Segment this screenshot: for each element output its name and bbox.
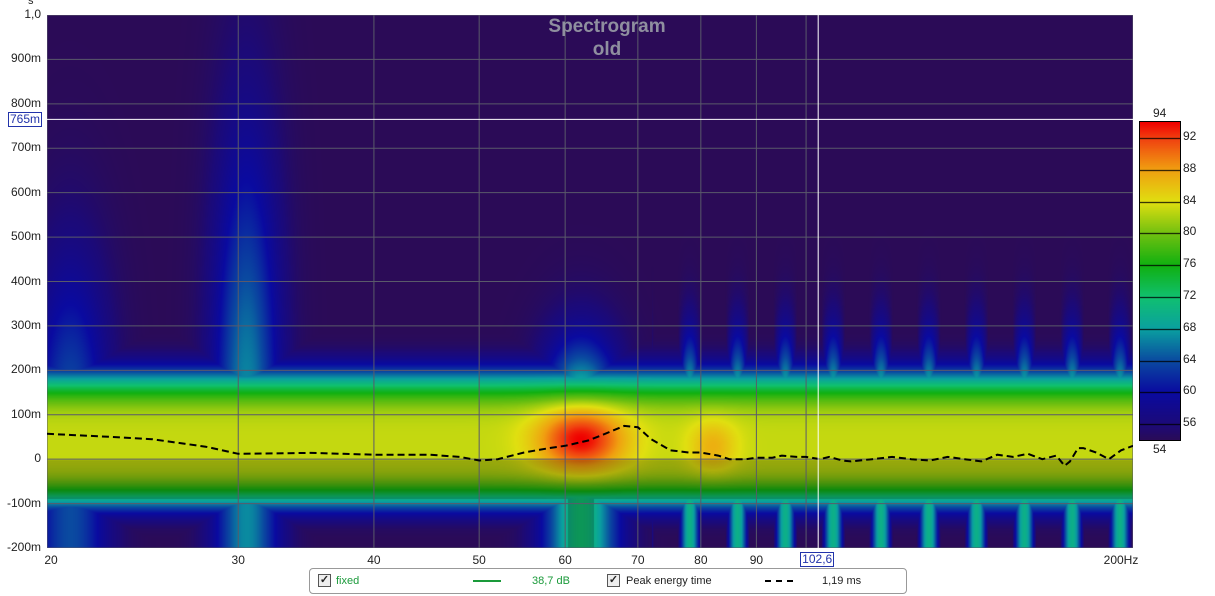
y-tick-label: -100m	[6, 495, 41, 510]
y-tick-label: 0	[34, 451, 41, 466]
x-tick-label: 40	[367, 553, 381, 567]
colorbar-tick-label: 92	[1183, 128, 1197, 143]
colorbar-tick-label: 64	[1183, 351, 1197, 366]
x-tick-label: 80	[694, 553, 708, 567]
legend-fixed-value: 38,7 dB	[532, 575, 570, 587]
colorbar-tick-label: 88	[1183, 160, 1197, 175]
plot-overlay	[47, 15, 1133, 548]
colorbar	[1139, 121, 1181, 441]
cursor-time-label: 765m	[8, 112, 43, 128]
cursor-frequency-label: 102,6	[800, 552, 835, 567]
x-tick-label: 90	[749, 553, 764, 567]
legend-peak-value: 1,19 ms	[822, 575, 862, 587]
colorbar-tick-label: 84	[1183, 192, 1197, 207]
chart-title: Spectrogram	[548, 16, 666, 37]
colorbar-tick-label: 60	[1183, 383, 1197, 398]
y-tick-label: 400m	[10, 273, 41, 288]
legend-peak-label: Peak energy time	[626, 575, 712, 587]
y-tick-label: 100m	[10, 406, 41, 421]
fixed-checkbox[interactable]: ✓	[318, 574, 331, 587]
colorbar-tick-label: 76	[1183, 256, 1197, 271]
y-tick-label: 500m	[10, 229, 41, 244]
x-tick-label: 70	[631, 553, 645, 567]
y-tick-label: -200m	[6, 540, 41, 554]
colorbar-tick-label: 80	[1183, 224, 1197, 239]
legend-peak-line	[765, 580, 793, 582]
spectrogram-plot[interactable]	[47, 15, 1133, 548]
colorbar-tick-label: 94	[1153, 106, 1167, 120]
y-tick-label: 900m	[10, 51, 41, 66]
colorbar-tick-label: 54	[1153, 442, 1167, 456]
x-tick-label: 50	[472, 553, 486, 567]
colorbar-tick-label: 56	[1183, 415, 1197, 430]
y-tick-label: 800m	[10, 95, 41, 110]
legend-fixed-label: fixed	[336, 575, 360, 587]
colorbar-tick-label: 72	[1183, 287, 1197, 302]
x-tick-label: 60	[558, 553, 572, 567]
y-axis-unit: s	[28, 0, 34, 7]
colorbar-tick-label: 68	[1183, 319, 1197, 334]
x-tick-label: 30	[231, 553, 245, 567]
y-tick-label: 200m	[10, 362, 41, 377]
x-tick-label: 200Hz	[1103, 553, 1139, 567]
legend: ✓ fixed 38,7 dB ✓ Peak energy time 1,19 …	[309, 568, 907, 594]
y-tick-label: 700m	[10, 140, 41, 155]
x-tick-label: 20	[44, 553, 58, 567]
y-tick-label: 600m	[10, 184, 41, 199]
y-tick-label: 300m	[10, 317, 41, 332]
legend-fixed-line	[473, 580, 501, 582]
peak-energy-checkbox[interactable]: ✓	[607, 574, 620, 587]
chart-subtitle: old	[592, 39, 622, 60]
y-tick-label: 1,0	[24, 7, 41, 21]
peak-energy-time-line	[47, 424, 1133, 468]
